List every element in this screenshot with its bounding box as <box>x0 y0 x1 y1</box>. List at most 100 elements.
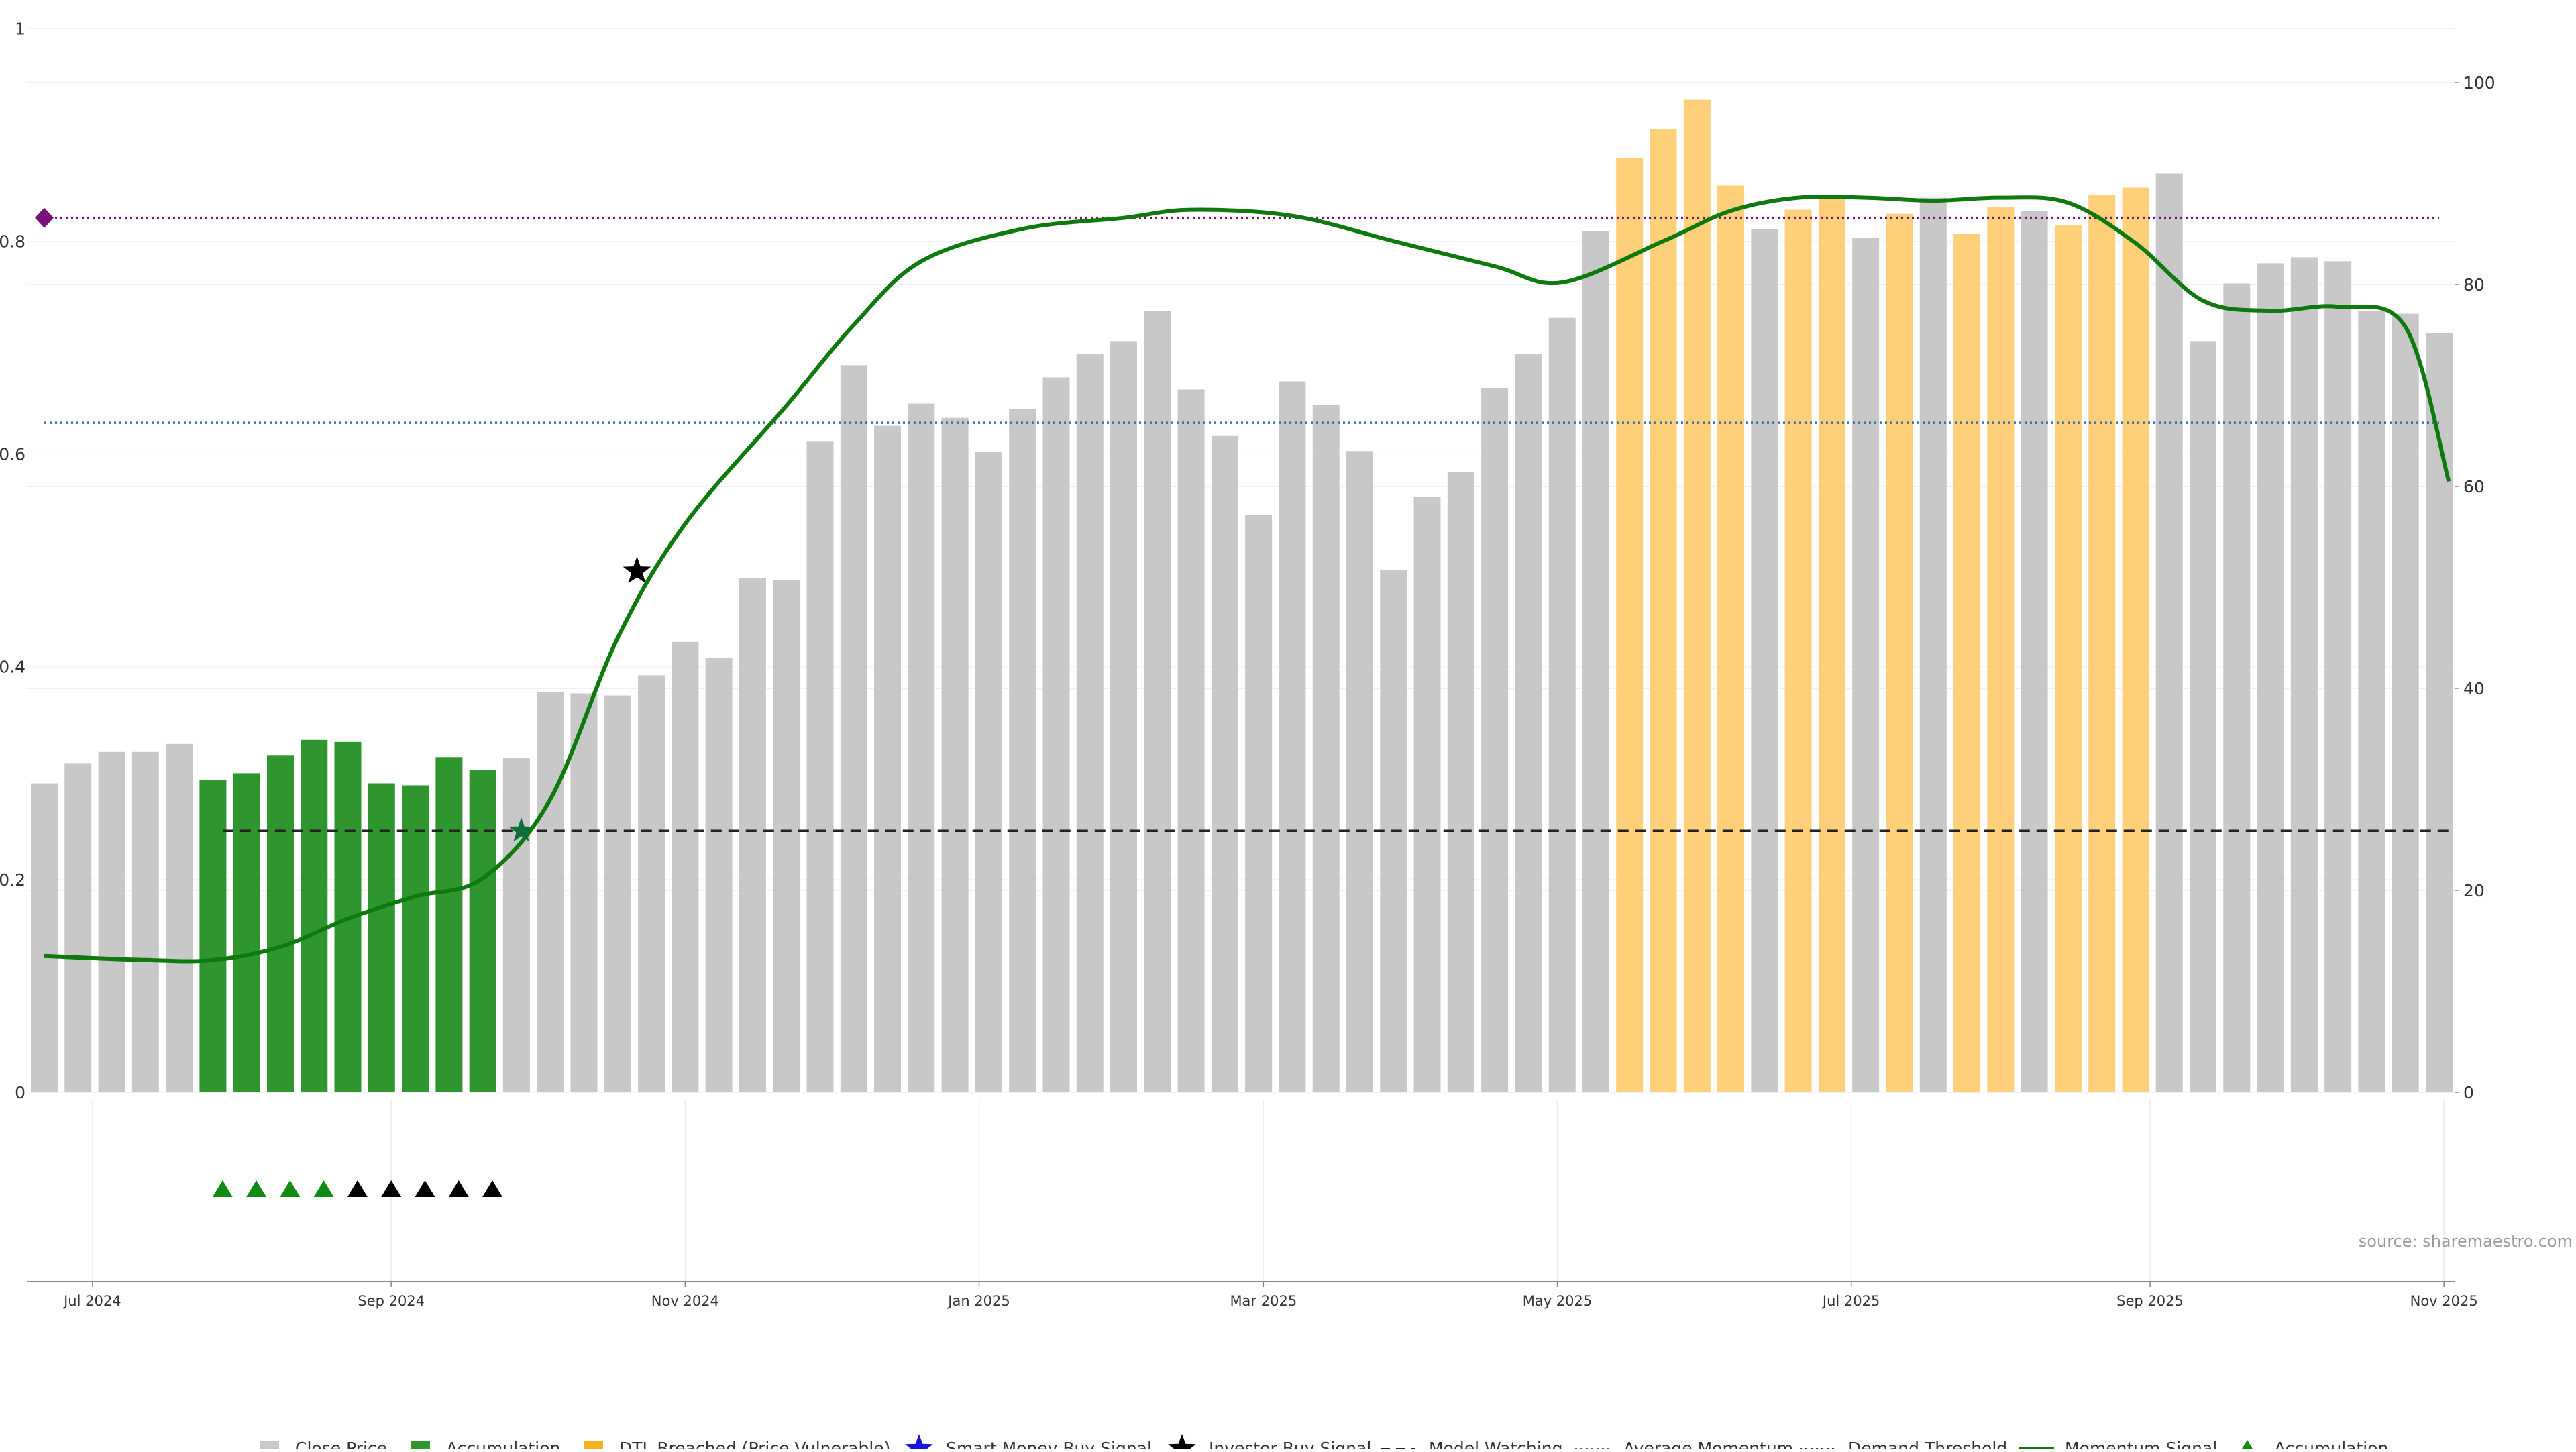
bar-acc <box>199 780 227 1092</box>
x-axis-tick-label: Mar 2025 <box>1230 1293 1297 1309</box>
bar-dtl <box>2122 187 2149 1092</box>
bar-close <box>1177 389 1205 1092</box>
bar-close <box>64 763 92 1092</box>
bar-acc <box>368 783 395 1092</box>
legend-demand-threshold-label: Demand Threshold <box>1848 1439 2007 1449</box>
bar-close <box>2324 261 2352 1092</box>
legend-dtl-label: DTL Breached (Price Vulnerable) <box>619 1439 890 1449</box>
legend-momentum-signal-label: Momentum Signal <box>2065 1439 2217 1449</box>
bar-close <box>1919 197 1947 1093</box>
bar-close <box>502 758 530 1092</box>
right-axis-tick-label: 0 <box>2463 1083 2474 1102</box>
grid-layer <box>27 28 2455 1282</box>
left-axis-tick-label: 0.4 <box>0 658 25 677</box>
accumulation-triangle-icon <box>381 1180 402 1197</box>
bar-close <box>2290 257 2318 1092</box>
bar-close <box>1515 354 1542 1092</box>
legend-smart-money-label: Smart Money Buy Signal <box>946 1439 1152 1449</box>
axes-layer: 0 0.2 0.4 0.6 0.8 1 0 20 40 60 80 100 Jul 2024 Sep 20… <box>0 19 2496 1309</box>
left-axis-tick-label: 1 <box>15 19 25 38</box>
bar-close <box>131 751 159 1092</box>
bar-close <box>1211 435 1238 1093</box>
bar-close <box>1110 341 1137 1092</box>
bar-close <box>806 441 834 1092</box>
accumulation-triangle-icon <box>313 1180 334 1197</box>
bar-close <box>2155 173 2183 1092</box>
x-axis-tick-label: Nov 2024 <box>651 1293 719 1309</box>
x-axis-tick-label: Jan 2025 <box>947 1293 1010 1309</box>
bar-close <box>941 417 969 1092</box>
smart-money-star-icon <box>508 817 535 842</box>
demand-threshold-diamond-marker <box>35 207 54 228</box>
x-axis-tick-label: Sep 2025 <box>2116 1293 2184 1309</box>
markers-layer <box>35 207 651 1197</box>
bar-close <box>1245 515 1273 1092</box>
bar-dtl <box>2088 195 2116 1093</box>
bar-dtl <box>2054 225 2082 1093</box>
bar-acc <box>267 755 294 1092</box>
bar-close <box>166 743 193 1092</box>
x-axis-tick-label: Nov 2025 <box>2410 1293 2478 1309</box>
bar-dtl <box>1953 234 1981 1093</box>
bar-acc <box>402 785 429 1092</box>
accumulation-triangle-icon <box>347 1180 368 1197</box>
bar-close <box>2223 283 2251 1092</box>
lines-layer <box>44 194 2451 964</box>
bar-close <box>570 693 598 1092</box>
bar-close <box>2190 341 2216 1092</box>
bar-close <box>874 425 901 1092</box>
right-axis-tick-label: 100 <box>2463 73 2496 93</box>
bar-close <box>2257 263 2284 1092</box>
accumulation-triangle-icon <box>280 1180 301 1197</box>
legend-average-momentum-label: Average Momentum <box>1623 1439 1793 1449</box>
legend-investor-buy-star-icon <box>1168 1434 1196 1452</box>
momentum-signal-line <box>44 194 2451 964</box>
legend-dtl-swatch <box>584 1441 603 1452</box>
bar-close <box>1312 405 1340 1092</box>
accumulation-triangle-icon <box>415 1180 435 1197</box>
x-axis-tick-label: Jul 2025 <box>1821 1293 1880 1309</box>
bar-close <box>908 403 935 1092</box>
bar-close <box>975 452 1002 1092</box>
bar-close <box>1009 409 1036 1092</box>
bar-close <box>705 658 733 1092</box>
bar-acc <box>435 757 463 1092</box>
accumulation-triangle-icon <box>448 1180 469 1197</box>
bar-dtl <box>1987 207 2015 1093</box>
bar-dtl <box>1616 158 1644 1092</box>
x-axis-tick-label: Jul 2024 <box>62 1293 121 1309</box>
x-axis-tick-label: Sep 2024 <box>358 1293 425 1309</box>
source-label: source: sharemaestro.com <box>2359 1232 2573 1251</box>
bar-close <box>1548 317 1576 1093</box>
bar-close <box>1852 238 1880 1092</box>
bar-close <box>773 580 800 1092</box>
legend-accumulation-triangle-icon <box>2239 1440 2255 1452</box>
bar-close <box>537 692 564 1092</box>
bar-close <box>1076 354 1104 1092</box>
bar-close <box>739 578 766 1092</box>
right-axis-tick-label: 60 <box>2463 477 2485 497</box>
bar-acc <box>233 773 260 1092</box>
legend: Close Price Accumulation DTL Breached (P… <box>260 1434 2388 1452</box>
bar-dtl <box>1717 185 1745 1092</box>
accumulation-triangle-icon <box>246 1180 267 1197</box>
bar-close <box>2021 211 2048 1093</box>
bar-dtl <box>1784 209 1812 1093</box>
legend-smart-money-star-icon <box>905 1434 933 1452</box>
bar-close <box>2358 311 2385 1093</box>
bar-close <box>1481 388 1509 1092</box>
bar-dtl <box>1818 195 1845 1093</box>
right-axis-tick-label: 40 <box>2463 679 2485 698</box>
right-axis-tick-label: 80 <box>2463 275 2485 295</box>
legend-accumulation-swatch <box>411 1441 430 1452</box>
legend-model-watching-label: Model Watching <box>1429 1439 1563 1449</box>
bar-close <box>638 675 665 1092</box>
bar-close <box>1582 231 1609 1093</box>
bar-close <box>1447 472 1474 1092</box>
left-axis-tick-label: 0.6 <box>0 445 25 464</box>
bar-close <box>604 695 631 1092</box>
bar-close <box>2426 333 2453 1093</box>
accumulation-triangle-icon <box>482 1180 503 1197</box>
